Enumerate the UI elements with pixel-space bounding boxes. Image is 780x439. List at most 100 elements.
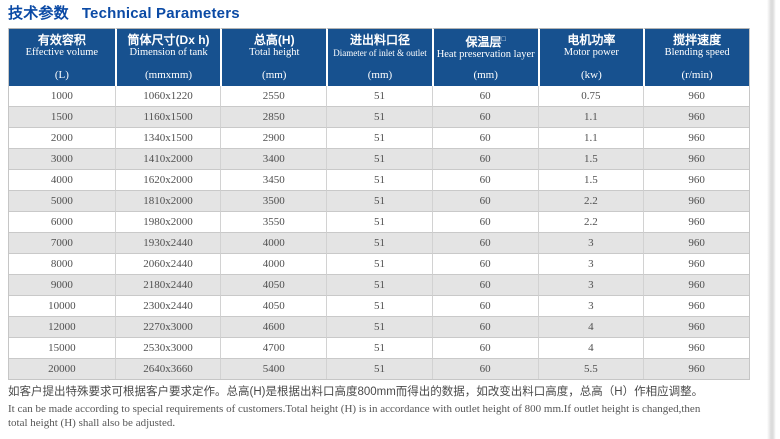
parameters-table-container: 有效容积 Effective volume (L) 筒体尺寸(Dx h) Dimensi… <box>8 28 750 380</box>
table-cell: 4 <box>537 317 644 338</box>
table-cell: 3400 <box>220 149 327 170</box>
table-cell: 960 <box>643 275 749 296</box>
table-cell: 51 <box>326 86 432 107</box>
table-cell: 2.2 <box>537 212 644 233</box>
table-cell: 60 <box>431 233 538 254</box>
table-cell: 51 <box>326 128 432 149</box>
table-cell: 1000 <box>9 86 115 107</box>
table-cell: 1.1 <box>537 107 644 128</box>
column-header: 搅拌速度 Blending speed (r/min) <box>643 28 749 86</box>
table-cell: 5.5 <box>537 359 644 379</box>
column-header: 筒体尺寸(Dx h) Dimension of tank (mmxmm) <box>114 28 221 86</box>
table-row: 15000 2530x3000 4700 51 60 4 960 <box>9 338 749 359</box>
table-row: 20000 2640x3660 5400 51 60 5.5 960 <box>9 359 749 379</box>
table-cell: 1500 <box>9 107 115 128</box>
table-cell: 60 <box>431 128 538 149</box>
table-row: 1500 1160x1500 2850 51 60 1.1 960 <box>9 107 749 128</box>
table-cell: 60 <box>431 212 538 233</box>
table-body: 1000 1060x1220 2550 51 60 0.75 960 1500 1160x150… <box>9 86 749 379</box>
column-header-en: Dimension of tank <box>129 47 208 58</box>
table-cell: 2270x3000 <box>114 317 221 338</box>
table-cell: 1810x2000 <box>114 191 221 212</box>
table-cell: 51 <box>326 359 432 379</box>
table-cell: 60 <box>431 317 538 338</box>
table-cell: 51 <box>326 191 432 212</box>
column-header-en: Effective volume <box>25 47 99 58</box>
table-cell: 4050 <box>220 275 327 296</box>
table-cell: 51 <box>326 170 432 191</box>
column-header: 总高(H) Total height (mm) <box>220 28 327 86</box>
table-row: 7000 1930x2440 4000 51 60 3 960 <box>9 233 749 254</box>
table-row: 9000 2180x2440 4050 51 60 3 960 <box>9 275 749 296</box>
table-row: 5000 1810x2000 3500 51 60 2.2 960 <box>9 191 749 212</box>
table-cell: 51 <box>326 296 432 317</box>
table-row: 2000 1340x1500 2900 51 60 1.1 960 <box>9 128 749 149</box>
table-cell: 1160x1500 <box>114 107 221 128</box>
table-cell: 2530x3000 <box>114 338 221 359</box>
table-cell: 1980x2000 <box>114 212 221 233</box>
column-header-unit: (kw) <box>580 69 602 81</box>
table-cell: 51 <box>326 107 432 128</box>
footnote-cn: 如客户提出特殊要求可根据客户要求定作。总高(H)是根据出料口高度800mm而得出… <box>8 386 704 398</box>
table-cell: 4050 <box>220 296 327 317</box>
table-row: 1000 1060x1220 2550 51 60 0.75 960 <box>9 86 749 107</box>
table-cell: 60 <box>431 254 538 275</box>
table-header-row: 有效容积 Effective volume (L) 筒体尺寸(Dx h) Dimensi… <box>9 28 749 86</box>
table-cell: 2900 <box>220 128 327 149</box>
column-header-unit: (mm) <box>473 69 498 81</box>
column-header-unit: (mm) <box>262 69 287 81</box>
table-cell: 51 <box>326 149 432 170</box>
column-header-cn: 电机功率 <box>567 33 616 47</box>
column-header-unit: (L) <box>54 69 69 81</box>
table-row: 4000 1620x2000 3450 51 60 1.5 960 <box>9 170 749 191</box>
column-header-en: Blending speed <box>664 47 730 58</box>
table-cell: 2.2 <box>537 191 644 212</box>
table-cell: 960 <box>643 128 749 149</box>
table-cell: 960 <box>643 254 749 275</box>
column-header: 有效容积 Effective volume (L) <box>9 28 115 86</box>
table-cell: 1620x2000 <box>114 170 221 191</box>
table-cell: 2300x2440 <box>114 296 221 317</box>
table-cell: 60 <box>431 170 538 191</box>
table-cell: 60 <box>431 107 538 128</box>
table-cell: 4600 <box>220 317 327 338</box>
table-cell: 7000 <box>9 233 115 254</box>
table-cell: 3500 <box>220 191 327 212</box>
table-cell: 960 <box>643 317 749 338</box>
table-cell: 3000 <box>9 149 115 170</box>
column-header-cn: 有效容积 <box>37 33 86 47</box>
table-cell: 3 <box>537 233 644 254</box>
parameters-table: 有效容积 Effective volume (L) 筒体尺寸(Dx h) Dimensi… <box>8 28 750 380</box>
table-cell: 51 <box>326 338 432 359</box>
table-cell: 2060x2440 <box>114 254 221 275</box>
column-header-cn: 保温层□ <box>465 35 506 49</box>
column-header-en: Heat preservation layer <box>436 49 535 60</box>
table-cell: 20000 <box>9 359 115 379</box>
table-cell: 2000 <box>9 128 115 149</box>
table-row: 10000 2300x2440 4050 51 60 3 960 <box>9 296 749 317</box>
footnote-en-line2: total height (H) shall also be adjusted. <box>8 417 176 429</box>
table-cell: 960 <box>643 170 749 191</box>
table-cell: 3 <box>537 275 644 296</box>
column-header-cn: 搅拌速度 <box>673 33 722 47</box>
table-cell: 960 <box>643 359 749 379</box>
table-cell: 10000 <box>9 296 115 317</box>
table-cell: 4 <box>537 338 644 359</box>
table-cell: 960 <box>643 86 749 107</box>
table-cell: 6000 <box>9 212 115 233</box>
page-title: 技术参数 Technical Parameters <box>8 2 240 23</box>
table-cell: 960 <box>643 107 749 128</box>
table-cell: 960 <box>643 212 749 233</box>
table-cell: 60 <box>431 149 538 170</box>
table-cell: 1.5 <box>537 149 644 170</box>
page-edge-shadow <box>767 0 776 439</box>
table-cell: 60 <box>431 191 538 212</box>
table-row: 8000 2060x2440 4000 51 60 3 960 <box>9 254 749 275</box>
table-cell: 5400 <box>220 359 327 379</box>
column-header-unit: (mmxmm) <box>145 69 193 81</box>
footnote: 如客户提出特殊要求可根据客户要求定作。总高(H)是根据出料口高度800mm而得出… <box>8 385 764 430</box>
table-cell: 0.75 <box>537 86 644 107</box>
column-header-en: Motor power <box>563 47 619 58</box>
table-cell: 51 <box>326 233 432 254</box>
table-cell: 9000 <box>9 275 115 296</box>
